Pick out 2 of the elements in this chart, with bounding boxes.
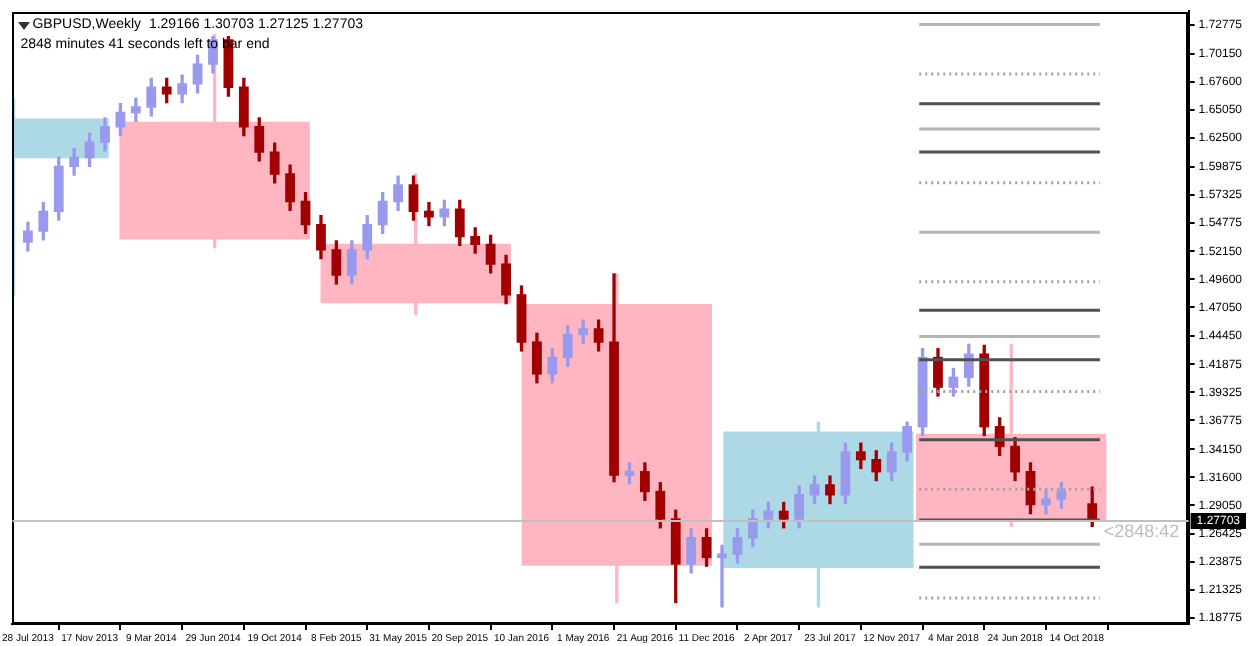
annotation: <2848:42 bbox=[1103, 521, 1180, 542]
candlestick bbox=[717, 544, 727, 608]
